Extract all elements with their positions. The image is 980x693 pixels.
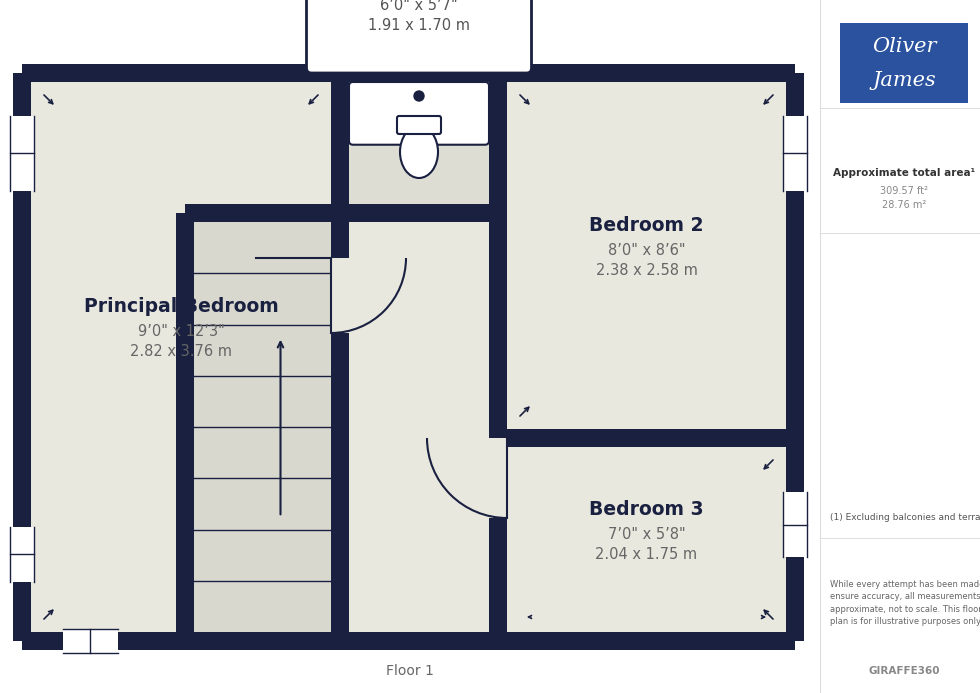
Bar [498,429,795,447]
Text: Approximate total area¹: Approximate total area¹ [833,168,975,178]
Text: While every attempt has been made to
ensure accuracy, all measurements are
appro: While every attempt has been made to ens… [830,580,980,626]
Text: (1) Excluding balconies and terraces: (1) Excluding balconies and terraces [830,514,980,523]
Bar [507,82,786,429]
Bar [10,116,34,191]
Text: Floor 1: Floor 1 [386,664,434,678]
Text: James: James [872,71,936,91]
Bar [10,527,34,581]
Bar [331,73,349,641]
Text: 28.76 m²: 28.76 m² [882,200,926,210]
Bar [330,258,350,333]
FancyBboxPatch shape [307,0,531,73]
Bar [507,447,786,632]
Bar [194,222,331,632]
Text: 2.38 x 2.58 m: 2.38 x 2.58 m [596,263,698,278]
Text: GIRAFFE360: GIRAFFE360 [868,666,940,676]
Bar [783,492,807,557]
Bar [349,222,489,632]
Circle shape [414,91,424,101]
Bar [31,82,331,632]
Text: Bedroom 3: Bedroom 3 [589,500,704,519]
Bar [489,73,507,641]
Bar [340,204,498,222]
Bar [840,23,968,103]
Bar [176,213,194,641]
Bar [349,82,489,204]
Bar [786,73,804,641]
FancyBboxPatch shape [397,116,441,134]
Bar [22,73,795,641]
Bar [488,438,508,518]
Text: 7’0" x 5’8": 7’0" x 5’8" [608,527,685,542]
Text: 1.91 x 1.70 m: 1.91 x 1.70 m [368,19,470,33]
Bar [185,204,340,222]
Text: 309.57 ft²: 309.57 ft² [880,186,928,196]
Bar [22,632,795,650]
Text: Principal Bedroom: Principal Bedroom [83,297,278,317]
Bar [13,73,31,641]
Bar [783,116,807,191]
Text: 6’0" x 5’7": 6’0" x 5’7" [380,0,458,12]
Ellipse shape [400,126,438,178]
Text: 8’0" x 8’6": 8’0" x 8’6" [608,243,685,258]
Text: 9’0" x 12’3": 9’0" x 12’3" [137,324,224,340]
Bar [22,64,795,82]
Text: Bedroom 2: Bedroom 2 [589,216,704,235]
FancyBboxPatch shape [349,82,489,145]
Text: 2.82 x 3.76 m: 2.82 x 3.76 m [130,344,232,360]
Bar [63,629,118,653]
Text: 2.04 x 1.75 m: 2.04 x 1.75 m [596,547,698,562]
Text: Oliver: Oliver [872,37,936,57]
